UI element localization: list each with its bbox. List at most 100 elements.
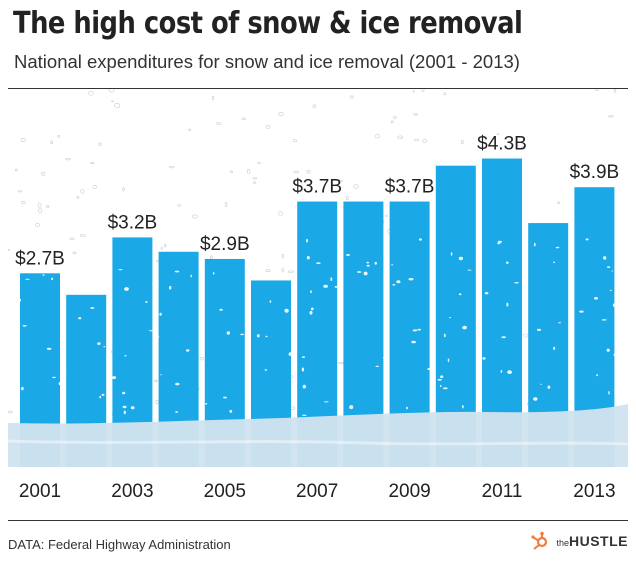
snowflake — [42, 274, 45, 276]
snowflake — [72, 251, 77, 255]
snowflake — [482, 357, 486, 360]
bottom-divider — [8, 520, 628, 521]
snowflake — [79, 234, 86, 237]
snowflake — [177, 204, 181, 207]
snowflake — [439, 385, 442, 387]
snowflake — [188, 128, 191, 131]
snowflake — [540, 383, 542, 385]
snowflake — [484, 292, 489, 295]
snowflake — [265, 269, 271, 272]
snowflake — [80, 272, 83, 274]
snowflake — [579, 310, 584, 313]
snowflake — [98, 142, 102, 146]
snowflake — [11, 273, 14, 275]
snowflake — [92, 185, 98, 190]
snowflake — [22, 325, 27, 327]
snowflake — [302, 414, 307, 416]
snowflake — [568, 272, 574, 277]
snowflake — [523, 361, 528, 365]
x-tick-label-2013: 2013 — [573, 481, 615, 502]
snowflake — [284, 308, 289, 313]
snowflake — [17, 190, 23, 193]
snowflake — [287, 270, 294, 273]
snowflake — [330, 277, 333, 281]
x-tick-label-2005: 2005 — [204, 481, 246, 502]
data-label-2003: $3.2B — [108, 212, 158, 233]
snowflake — [608, 391, 610, 395]
snowflake — [613, 89, 617, 93]
snowflake — [620, 314, 626, 318]
snowflake — [179, 246, 184, 249]
snowflake — [124, 287, 129, 291]
snowflake — [265, 335, 268, 338]
snowflake — [353, 184, 359, 189]
snowflake — [497, 240, 502, 243]
snowflake — [533, 397, 538, 401]
snowflake — [226, 331, 230, 335]
snowflake — [447, 358, 450, 363]
snowflake — [159, 312, 162, 316]
snowflake — [175, 382, 180, 386]
snowflake — [241, 117, 246, 121]
snowflake — [553, 346, 556, 350]
snowflake — [87, 269, 92, 274]
snowflake — [547, 385, 551, 389]
snowflake — [375, 365, 380, 367]
snowflake — [312, 104, 316, 108]
snowflake — [229, 409, 233, 413]
snow-flakes-on-bars — [9, 238, 626, 416]
snowflake — [553, 261, 555, 264]
snowflake — [118, 269, 123, 271]
snowflake — [212, 272, 215, 275]
snowflake — [111, 376, 117, 380]
snowflake — [41, 171, 46, 176]
snowflake — [288, 352, 293, 356]
snowflake — [273, 249, 276, 254]
snowflake — [422, 139, 427, 143]
snowflake — [392, 284, 396, 286]
snowflake — [8, 248, 11, 251]
snowflake — [160, 247, 163, 250]
snowflake — [265, 260, 268, 263]
snowflake — [25, 278, 30, 280]
snowflake — [363, 271, 368, 276]
snowflake — [269, 300, 272, 303]
snowflake — [114, 103, 121, 109]
snowflake — [323, 401, 329, 403]
snowflake — [38, 208, 43, 214]
snowflake — [21, 201, 26, 204]
snowflake — [210, 255, 213, 260]
snowflake — [301, 367, 305, 372]
snowflake — [252, 177, 258, 180]
snowflake — [46, 347, 52, 350]
snowflake — [256, 334, 260, 338]
snowflake — [500, 369, 503, 373]
snowflake — [219, 308, 223, 311]
snowflake — [345, 195, 349, 201]
snowflake — [281, 253, 285, 259]
snowflake — [316, 262, 321, 264]
snowflake — [123, 410, 126, 415]
snowflake — [349, 405, 354, 410]
snowflake — [54, 258, 57, 260]
snowflake — [160, 374, 163, 376]
snowflake — [412, 329, 418, 332]
snowflake — [101, 393, 105, 396]
snowflake — [514, 282, 519, 284]
snowflake — [350, 95, 354, 99]
snowflake — [390, 120, 394, 124]
snowflake — [458, 293, 462, 296]
snowflake — [20, 137, 26, 142]
snowflake — [366, 264, 370, 267]
snowflake — [458, 256, 463, 261]
snowflake — [51, 277, 54, 281]
snowflake — [21, 386, 24, 391]
snowflake — [34, 223, 40, 227]
snowflake — [8, 410, 13, 414]
snowflake — [570, 373, 573, 376]
snowflake — [175, 411, 179, 413]
snowflake — [46, 205, 50, 208]
snowflake — [155, 400, 159, 405]
snowflake — [618, 371, 623, 375]
snowflake — [374, 134, 380, 139]
